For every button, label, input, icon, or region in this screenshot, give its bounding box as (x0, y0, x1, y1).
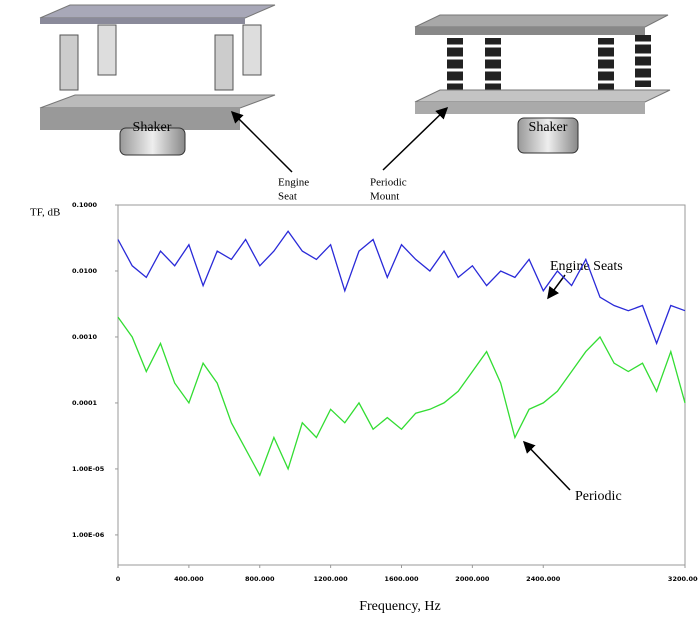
shaker-label: Shaker (529, 120, 568, 135)
series-annotation: Periodic (575, 489, 622, 504)
x-tick-label: 0 (116, 575, 121, 583)
x-axis-label: Frequency, Hz (359, 599, 441, 614)
x-tick-label: 400.000 (174, 575, 204, 583)
y-axis-label: TF, dB (30, 207, 60, 219)
engine-seat-rig: Shaker Engine Seat (40, 5, 309, 203)
shaker-label: Shaker (133, 120, 172, 135)
y-tick-label: 0.1000 (72, 201, 98, 209)
x-tick-label: 3200.000 (668, 575, 698, 583)
periodic-mount-label: Mount (370, 191, 399, 203)
series-line (118, 231, 685, 343)
x-tick-label: 2400.000 (526, 575, 561, 583)
periodic-mount-rig: Shaker Periodic Mount (370, 15, 670, 203)
x-tick-label: 1600.000 (384, 575, 419, 583)
periodic-mount-label: Periodic (370, 177, 407, 189)
y-tick-label: 0.0001 (72, 399, 98, 407)
x-tick-label: 2000.000 (455, 575, 490, 583)
x-tick-label: 1200.000 (314, 575, 349, 583)
y-tick-label: 0.0010 (72, 333, 98, 341)
figure: Shaker Engine Seat Shaker Periodic Mount… (0, 0, 698, 625)
x-tick-label: 800.000 (245, 575, 275, 583)
engine-seat-label: Engine (278, 177, 309, 189)
series-line (118, 317, 685, 475)
y-tick-label: 1.00E-05 (72, 465, 105, 473)
y-tick-label: 0.0100 (72, 267, 98, 275)
y-tick-label: 1.00E-06 (72, 531, 105, 539)
engine-seat-label: Seat (278, 191, 297, 203)
